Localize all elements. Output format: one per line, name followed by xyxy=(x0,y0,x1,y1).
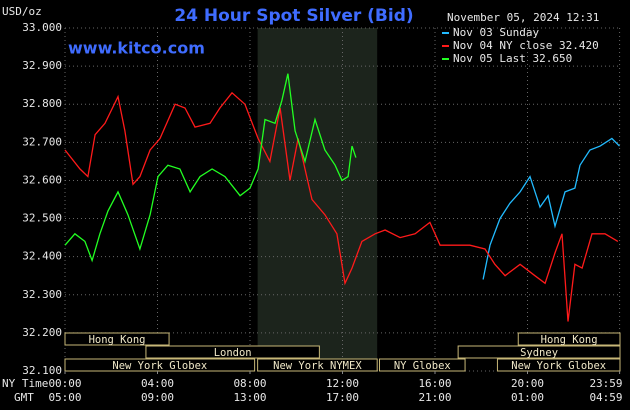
session-box xyxy=(257,358,378,372)
x-axis-label: NY Time xyxy=(2,377,48,390)
session-box xyxy=(64,332,170,346)
series-line xyxy=(64,91,619,322)
session-label: New York Globex xyxy=(511,360,606,372)
x-tick-label: 16:00 xyxy=(418,377,451,390)
x-tick-label: 00:00 xyxy=(48,377,81,390)
x-tick-label: 04:00 xyxy=(141,377,174,390)
y-axis-label: USD/oz xyxy=(2,5,42,18)
series-line xyxy=(64,73,357,263)
y-tick-label: 32.800 xyxy=(22,97,62,110)
x2-tick-label: 21:00 xyxy=(418,391,451,404)
legend-label: Nov 04 NY close 32.420 xyxy=(453,39,599,52)
session-label: New York Globex xyxy=(112,360,207,372)
y-tick-label: 32.600 xyxy=(22,173,62,186)
x2-tick-label: 05:00 xyxy=(48,391,81,404)
highlight-band xyxy=(257,28,378,371)
x-tick-label: 23:59 xyxy=(589,377,622,390)
x-tick-label: 20:00 xyxy=(511,377,544,390)
legend-label: Nov 03 Sunday xyxy=(453,26,539,39)
session-label: Hong Kong xyxy=(89,334,146,346)
y-tick-label: 33.000 xyxy=(22,21,62,34)
x2-tick-label: 01:00 xyxy=(511,391,544,404)
y-tick-label: 32.900 xyxy=(22,59,62,72)
session-label: Hong Kong xyxy=(541,334,598,346)
watermark: www.kitco.com xyxy=(68,39,205,58)
legend-label: Nov 05 Last 32.650 xyxy=(453,52,572,65)
x2-tick-label: 17:00 xyxy=(326,391,359,404)
x-tick-label: 08:00 xyxy=(233,377,266,390)
session-box xyxy=(496,358,621,372)
session-box xyxy=(517,332,621,346)
session-box xyxy=(457,345,621,359)
x-tick-label: 12:00 xyxy=(326,377,359,390)
series-line xyxy=(482,137,620,280)
x2-tick-label: 13:00 xyxy=(233,391,266,404)
session-label: New York NYMEX xyxy=(273,360,362,372)
session-label: London xyxy=(214,347,252,359)
chart-title: 24 Hour Spot Silver (Bid) xyxy=(174,6,413,26)
x2-tick-label: 09:00 xyxy=(141,391,174,404)
session-label: NY Globex xyxy=(394,360,451,372)
x2-axis-label: GMT xyxy=(14,391,34,404)
y-tick-label: 32.200 xyxy=(22,326,62,339)
y-tick-label: 32.500 xyxy=(22,212,62,225)
x2-tick-label: 04:59 xyxy=(589,391,622,404)
y-tick-label: 32.100 xyxy=(22,364,62,377)
timestamp: November 05, 2024 12:31 xyxy=(447,11,599,24)
session-label: Sydney xyxy=(520,347,558,359)
y-tick-label: 32.700 xyxy=(22,135,62,148)
session-box xyxy=(379,358,466,372)
session-box xyxy=(145,345,320,359)
y-tick-label: 32.400 xyxy=(22,250,62,263)
y-tick-label: 32.300 xyxy=(22,288,62,301)
session-box xyxy=(64,358,256,372)
